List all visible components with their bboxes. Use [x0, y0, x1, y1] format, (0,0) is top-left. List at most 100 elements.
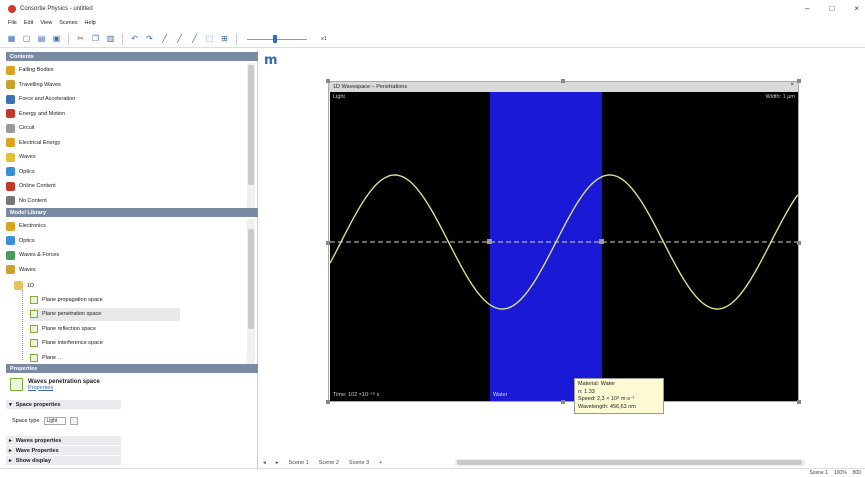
medium-region[interactable] — [490, 92, 602, 401]
pen-icon[interactable]: ╱ — [162, 34, 167, 43]
speed-label: x1 — [321, 35, 327, 42]
section-space-properties[interactable]: ▾ Space properties — [6, 400, 121, 409]
tree-folder-1d[interactable]: 1D — [14, 279, 34, 292]
resize-handle[interactable] — [797, 241, 801, 245]
resize-handle[interactable] — [561, 79, 565, 83]
tree-leaf-item[interactable]: Plane reflection space — [30, 322, 180, 335]
tab-scene-3[interactable]: Scene 3 — [348, 459, 370, 466]
contents-item-label: Optics — [19, 168, 35, 175]
wave-plot[interactable]: Light Width: 1 μm Time: 102 ×10⁻¹⁶ s Wat… — [330, 92, 798, 401]
model-library-header[interactable]: Model Library — [6, 208, 258, 217]
undo-icon[interactable]: ↶ — [131, 34, 138, 43]
close-button[interactable]: × — [854, 4, 859, 13]
paste-icon[interactable]: ▥ — [106, 34, 115, 43]
save-icon[interactable]: ▣ — [52, 34, 61, 43]
select-icon[interactable]: ⬚ — [205, 34, 214, 43]
section-wave-properties[interactable]: ▸ Wave Properties — [6, 446, 121, 455]
scroll-thumb[interactable] — [248, 229, 254, 329]
section-waves-properties[interactable]: ▸ Waves properties — [6, 436, 121, 445]
scroll-thumb[interactable] — [457, 460, 802, 465]
tree-leaf-item[interactable]: Plane … — [30, 351, 180, 364]
window-title: Consortie Physics - untitled — [20, 5, 93, 12]
contents-item[interactable]: Electrical Energy — [6, 136, 246, 151]
contents-item[interactable]: Circuit — [6, 121, 246, 136]
minimize-button[interactable]: – — [805, 4, 810, 13]
tab-nav-right[interactable]: ▸ — [275, 459, 279, 466]
zoom-icon[interactable]: ⊞ — [221, 34, 228, 43]
status-bar: Scene 1 100% 800 — [0, 468, 865, 477]
contents-item[interactable]: Travelling Waves — [6, 78, 246, 93]
tab-scene-2[interactable]: Scene 2 — [318, 459, 339, 466]
contents-item[interactable]: Falling Bodies — [6, 63, 246, 78]
maximize-button[interactable]: □ — [829, 4, 835, 13]
wave-svg — [330, 92, 798, 401]
menu-scenes[interactable]: Scenes — [59, 20, 78, 26]
library-item[interactable]: Optics — [6, 234, 246, 249]
cut-icon[interactable]: ✂ — [77, 34, 84, 43]
boundary-handle-left[interactable] — [487, 239, 492, 244]
view-close-icon[interactable]: × — [790, 82, 794, 88]
contents-item[interactable]: No Content — [6, 194, 246, 209]
grid-icon[interactable]: ▦ — [7, 34, 16, 43]
library-item-icon — [6, 250, 15, 260]
properties-title-row: Waves penetration space Properties — [10, 378, 100, 391]
menu-file[interactable]: File — [8, 20, 17, 26]
window-controls: – □ × — [805, 0, 859, 17]
contents-item-icon — [6, 138, 15, 148]
redo-icon[interactable]: ↷ — [146, 34, 153, 43]
library-item-label: Waves — [19, 266, 36, 273]
library-item[interactable]: Waves & Forces — [6, 248, 246, 263]
horizontal-scrollbar[interactable] — [455, 459, 805, 466]
library-item[interactable]: Waves — [6, 263, 246, 278]
contents-item[interactable]: Force and Acceleration — [6, 92, 246, 107]
section-show-display[interactable]: ▸ Show display — [6, 456, 121, 465]
library-item[interactable]: Electronics — [6, 219, 246, 234]
contents-scrollbar[interactable] — [247, 63, 255, 209]
contents-item[interactable]: Energy and Motion — [6, 107, 246, 122]
tree-leaf-item[interactable]: Plane propagation space — [30, 293, 180, 306]
library-scrollbar[interactable] — [247, 219, 255, 364]
add-tab-button[interactable]: + — [379, 459, 383, 466]
boundary-handle-right[interactable] — [599, 239, 604, 244]
resize-handle[interactable] — [326, 400, 330, 404]
tree-leaf-item[interactable]: Plane interference space — [30, 337, 180, 350]
space-type-select[interactable]: Light — [43, 417, 66, 425]
resize-handle[interactable] — [561, 400, 565, 404]
open-icon[interactable]: ▤ — [37, 34, 46, 43]
contents-item-icon — [6, 167, 15, 177]
contents-item[interactable]: Online Content — [6, 179, 246, 194]
contents-header[interactable]: Contents — [6, 52, 258, 61]
contents-item[interactable]: Waves — [6, 150, 246, 165]
resize-handle[interactable] — [326, 79, 330, 83]
new-icon[interactable]: ▢ — [22, 34, 31, 43]
copy-icon[interactable]: ❐ — [91, 34, 100, 43]
wave-space-icon — [30, 324, 38, 333]
field-button[interactable] — [69, 417, 78, 425]
menu-view[interactable]: View — [40, 20, 53, 26]
status-scene: Scene 1 — [809, 470, 828, 476]
wave-space-icon — [30, 339, 38, 347]
pen-icon[interactable]: ╱ — [177, 34, 182, 43]
speed-slider[interactable] — [247, 33, 307, 45]
scroll-thumb[interactable] — [248, 65, 254, 185]
properties-header[interactable]: Properties — [6, 364, 258, 373]
resize-handle[interactable] — [797, 400, 801, 404]
menu-help[interactable]: Help — [84, 20, 96, 26]
contents-list: Falling Bodies Travelling Waves Force and … — [6, 63, 246, 208]
contents-item-label: Waves — [19, 154, 36, 161]
tab-nav-left[interactable]: ◂ — [263, 459, 266, 466]
contents-item-icon — [6, 181, 15, 191]
expand-icon: ▸ — [9, 457, 12, 464]
wave-view-window[interactable]: 1D Wavespace – Penetrations × Light Widt… — [328, 81, 799, 402]
resize-handle[interactable] — [797, 79, 801, 83]
slider-thumb[interactable] — [273, 34, 277, 43]
contents-item[interactable]: Optics — [6, 165, 246, 180]
resize-handle[interactable] — [326, 241, 330, 245]
tree-leaf-item[interactable]: Plane penetration space — [30, 307, 180, 321]
tab-scene-1[interactable]: Scene 1 — [288, 459, 309, 466]
view-title-bar[interactable]: 1D Wavespace – Penetrations × — [329, 82, 798, 92]
properties-link[interactable]: Properties — [28, 384, 54, 391]
pen-icon[interactable]: ╱ — [192, 34, 197, 43]
menu-edit[interactable]: Edit — [23, 20, 34, 26]
